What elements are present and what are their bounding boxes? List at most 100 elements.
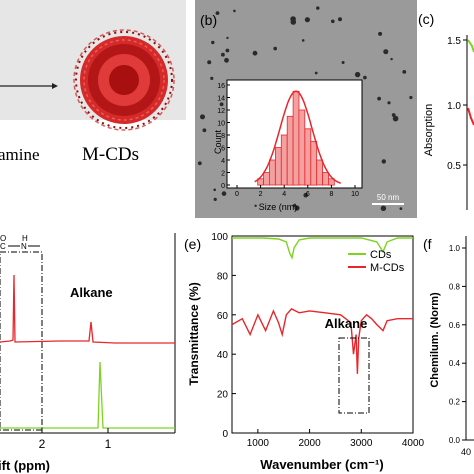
inset-histogram-bars	[257, 90, 335, 186]
panel-e-y-tick-label: 0	[222, 429, 228, 440]
tem-particle	[213, 197, 217, 201]
reaction-arrow-head	[52, 83, 58, 89]
panel-f-y-tick-label: 0.8	[449, 282, 461, 291]
tem-particle	[303, 192, 309, 198]
panel-e-x-tick-label: 3000	[350, 438, 373, 449]
panel-f-y-label: Chemilum. (Norm)	[429, 292, 441, 388]
alkane-highlight-box	[338, 337, 370, 414]
panel-d: O C H N Alkane 2 1 ift (ppm)	[0, 233, 176, 473]
series-line-m-cds	[231, 308, 413, 374]
inset-x-tick-label: 8	[329, 191, 333, 198]
panel-e-alkane-label: Alkane	[325, 316, 368, 331]
panel-f-y-tick-label: 0.2	[449, 398, 461, 407]
histogram-bar	[298, 109, 306, 186]
inset-x-label: Size (nm)	[259, 202, 298, 212]
inset-x-tick-label: 10	[351, 191, 359, 198]
panel-c-tag: (c)	[418, 11, 434, 27]
panel-a: amine M-CDs	[0, 0, 186, 165]
nmr-red-spectrum	[0, 274, 175, 344]
tem-particle	[252, 50, 258, 56]
tem-particle	[224, 57, 229, 63]
panel-e-y-tick-label: 80	[217, 271, 229, 282]
inset-y-ticks: 0 2 4 6 8 10 12 14 16	[217, 83, 230, 190]
tem-particle	[378, 31, 383, 36]
inset-y-tick-label: 16	[217, 83, 225, 90]
tem-particle	[294, 205, 300, 211]
inset-y-tick-label: 12	[217, 108, 225, 115]
inset-x-tick-label: 6	[306, 191, 310, 198]
tem-particle	[273, 46, 278, 51]
panel-c-red-curve	[467, 107, 474, 126]
tem-particle	[221, 52, 225, 57]
legend-mcds-label: M-CDs	[370, 262, 405, 274]
panel-e-x-tick-label: 1000	[247, 438, 270, 449]
panel-b-tag: (b)	[200, 12, 217, 28]
tem-particle	[392, 115, 399, 122]
structure-c-label: C	[0, 242, 6, 251]
panel-e: (e) 100 80 60 40 20 0 1000 2000 3000 4000 Transm…	[184, 232, 425, 472]
tem-particle	[383, 49, 389, 55]
inset-y-tick-label: 2	[221, 171, 225, 178]
panel-f-y-tick-label: 0.4	[449, 359, 461, 368]
tem-particle	[225, 48, 230, 53]
panel-e-x-tick-label: 4000	[402, 438, 425, 449]
tem-particle	[219, 102, 224, 107]
legend-cds-label: CDs	[370, 249, 392, 261]
panel-c: (c) Absorption 1.5 1.0 0.5	[418, 11, 474, 210]
panel-c-y-ticks: 1.5 1.0 0.5	[447, 36, 467, 172]
inset-y-label: Count	[213, 130, 223, 155]
tem-particle	[380, 205, 387, 211]
panel-e-y-tick-label: 60	[217, 311, 229, 322]
tem-particle	[290, 16, 296, 22]
panel-e-y-label: Transmittance (%)	[187, 282, 201, 385]
histogram-bar	[304, 128, 312, 186]
inset-y-tick-label: 4	[221, 158, 225, 165]
tem-particle	[211, 40, 215, 45]
histogram-bar	[316, 159, 324, 186]
tem-particle	[301, 39, 305, 42]
tem-particle	[233, 9, 236, 13]
inset-x-tick-label: 2	[259, 191, 263, 198]
panel-e-y-tick-label: 100	[211, 232, 228, 243]
panel-e-tag: (e)	[184, 236, 201, 252]
panel-d-xtick-2: 2	[39, 437, 46, 451]
panel-e-y-tick-label: 20	[217, 390, 229, 401]
structure-o-label: O	[0, 234, 6, 243]
tem-particle	[226, 36, 229, 40]
tem-particle	[402, 70, 407, 74]
tem-particle	[331, 19, 335, 24]
panel-f-y-tick-label: 0.0	[449, 436, 461, 445]
tem-particle	[409, 95, 413, 100]
inset-x-tick-label: 0	[235, 191, 239, 198]
tem-particle	[314, 71, 318, 75]
panel-c-y-tick-label: 1.5	[447, 36, 461, 47]
structure-n-label: N	[21, 242, 27, 251]
inset-x-ticks: 0 2 4 6 8 10	[235, 185, 359, 198]
tem-particle	[377, 96, 381, 101]
series-line-cds	[232, 237, 413, 260]
tem-particle	[210, 76, 214, 80]
tem-particle	[197, 161, 202, 166]
tem-particle	[221, 191, 227, 196]
m-cd-particle-illustration	[73, 29, 175, 131]
tem-particle	[381, 159, 386, 164]
tem-particle	[200, 114, 205, 120]
tem-particle	[391, 113, 396, 117]
panel-e-legend: CDs M-CDs	[348, 249, 405, 274]
tem-nanoparticles	[197, 6, 413, 211]
panel-f: (f Chemilum. (Norm) 1.0 0.8 0.6 0.4 0.2 0.0 4…	[423, 236, 474, 457]
tem-particle	[292, 204, 296, 208]
panel-e-x-label: Wavenumber (cm⁻¹)	[260, 457, 383, 472]
inset-y-tick-label: 6	[221, 146, 225, 153]
panel-d-alkane-label: Alkane	[70, 285, 113, 300]
histogram-bar	[292, 90, 300, 186]
panel-f-y-tick-label: 1.0	[449, 244, 461, 253]
inset-y-tick-label: 14	[217, 96, 225, 103]
panel-a-mcds-label: M-CDs	[82, 144, 139, 165]
tem-particle	[341, 61, 345, 64]
tem-particle	[202, 128, 207, 133]
histogram-bar	[322, 172, 329, 186]
panel-f-xtick: 40	[461, 447, 471, 457]
panel-e-series	[231, 237, 413, 374]
inset-y-tick-label: 8	[221, 133, 225, 140]
